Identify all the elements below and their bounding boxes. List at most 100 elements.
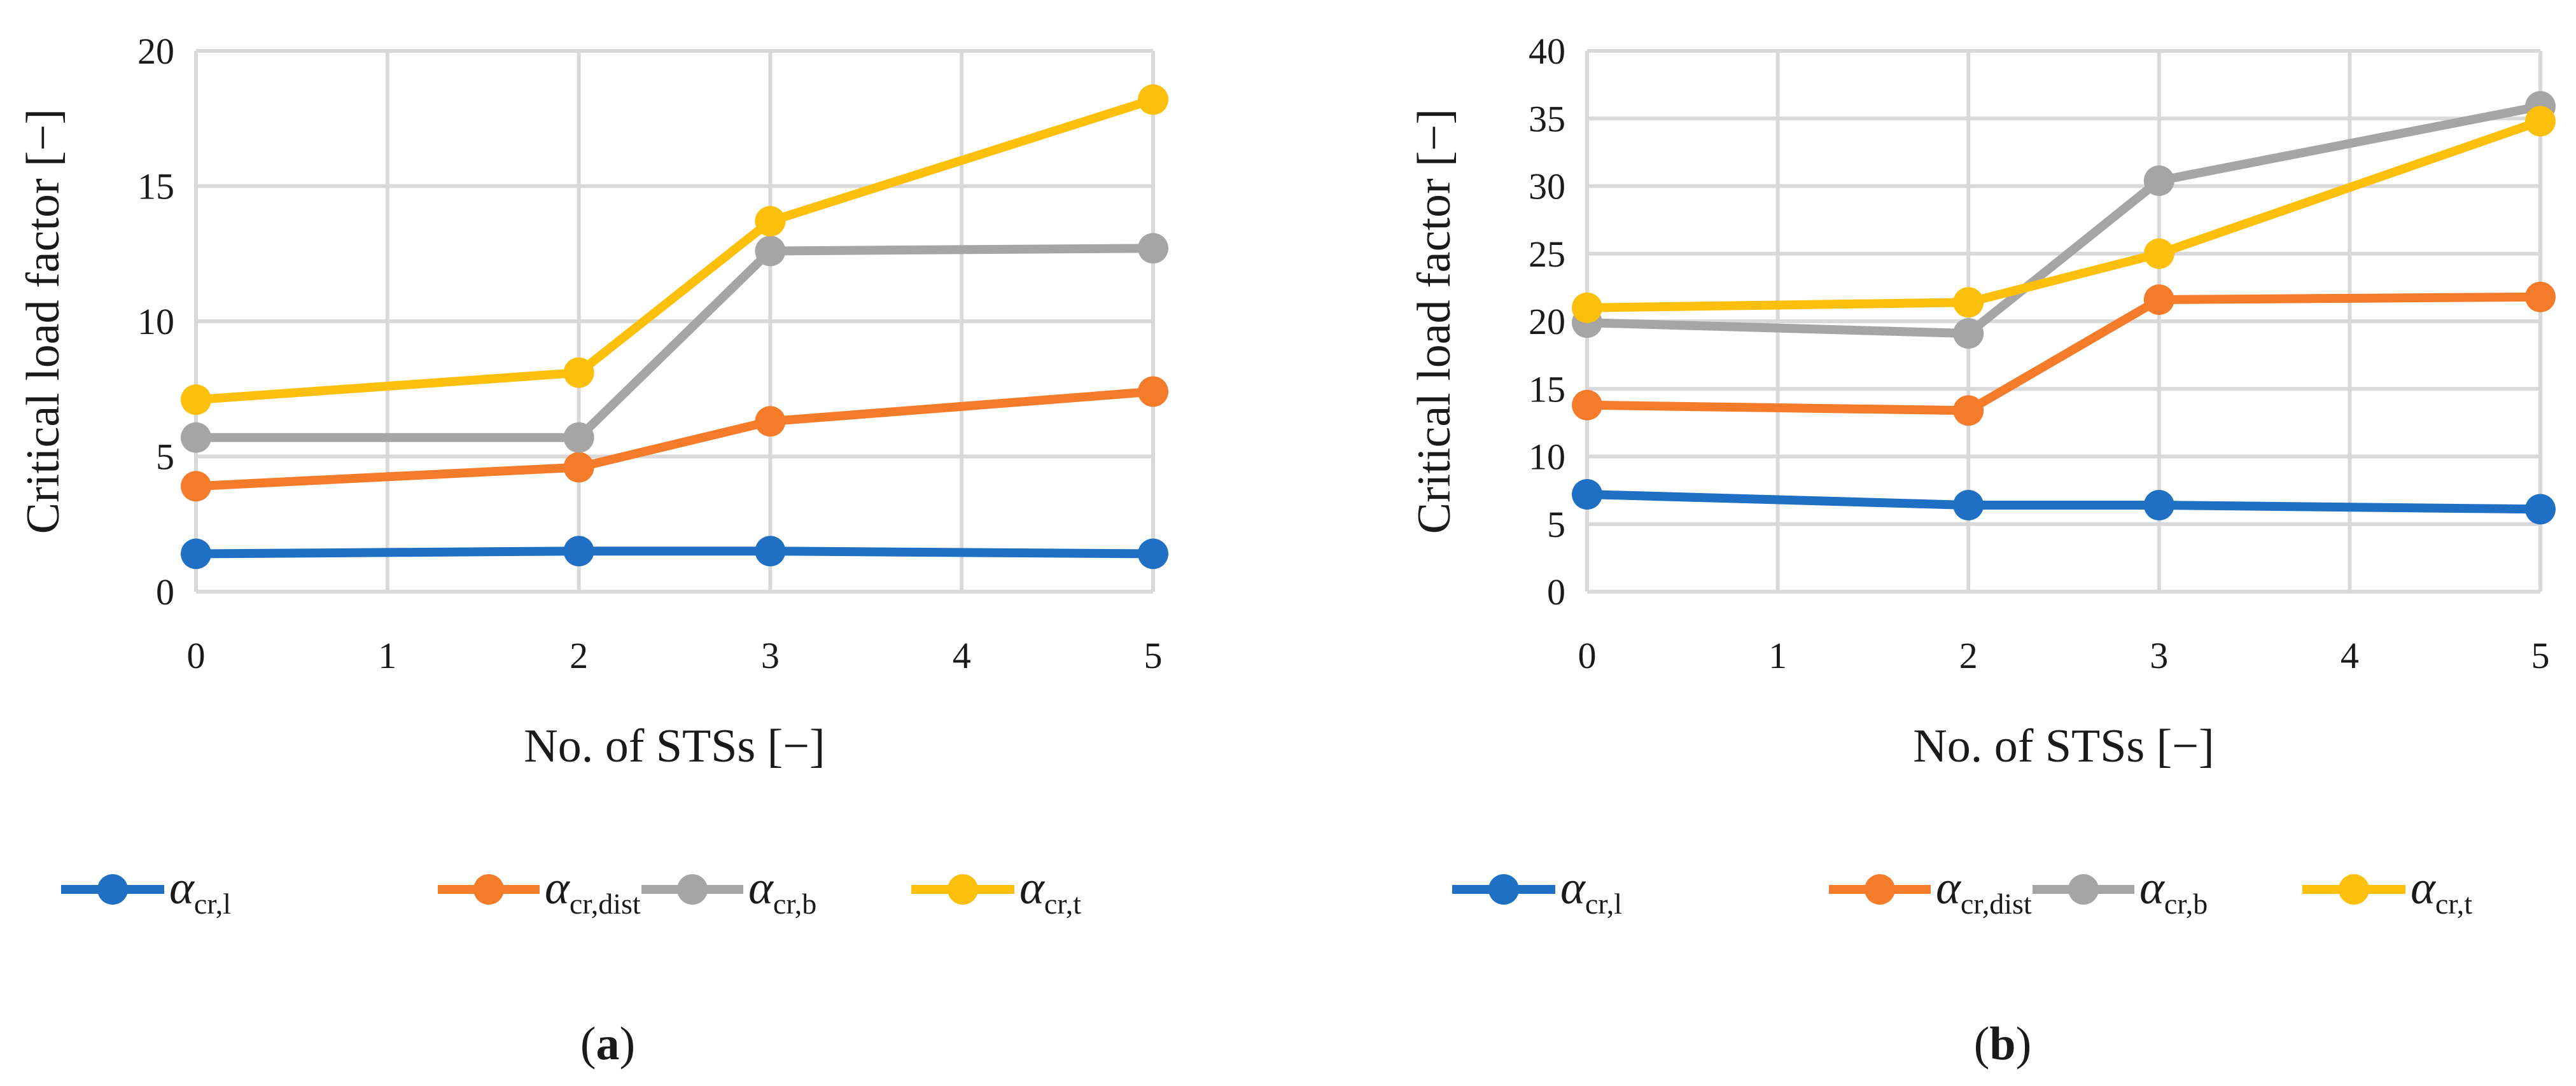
legend-item[interactable]: αcr,t [2302, 862, 2472, 920]
x-tick-label: 2 [570, 635, 588, 676]
legend-swatch-marker [473, 874, 504, 905]
y-axis-title: Critical load factor [−] [1408, 109, 1460, 534]
legend-label: αcr,b [748, 862, 816, 920]
data-point [2525, 106, 2556, 137]
y-tick-label: 30 [1529, 166, 1565, 207]
legend-label: αcr,t [1019, 862, 1081, 920]
panel-label-close: ) [620, 1018, 636, 1070]
legend-swatch-marker [948, 874, 978, 905]
data-point [1953, 490, 1984, 520]
x-tick-label: 1 [378, 635, 396, 676]
legend-swatch-marker [677, 874, 708, 905]
legend-label: αcr,l [169, 862, 231, 920]
legend-label: αcr,t [2411, 862, 2472, 920]
data-point [563, 452, 594, 483]
legend-subscript: cr,l [194, 888, 231, 920]
legend-subscript: cr,b [2164, 888, 2208, 920]
legend-item[interactable]: αcr,b [641, 862, 816, 920]
legend-subscript: cr,dist [570, 888, 641, 920]
y-tick-label: 0 [156, 571, 174, 613]
series-cr-dist [1572, 281, 2556, 426]
legend-swatch-marker [1865, 874, 1895, 905]
legend-subscript: cr,t [1044, 888, 1081, 920]
legend-label: αcr,b [2139, 862, 2208, 920]
legend-swatch-marker [2068, 874, 2099, 905]
legend-item[interactable]: αcr,l [1452, 862, 1622, 920]
data-point [2525, 281, 2556, 312]
data-point [1138, 376, 1168, 407]
y-axis-title: Critical load factor [−] [17, 109, 69, 534]
series-cr-t [1572, 106, 2556, 323]
data-point [1953, 318, 1984, 349]
legend-swatch-marker [1488, 874, 1519, 905]
legend-item[interactable]: αcr,dist [438, 862, 641, 920]
series-line [195, 546, 1154, 559]
gridlines [1585, 49, 2542, 594]
data-point [563, 357, 594, 388]
gridlines [194, 49, 1155, 594]
series-cr-dist [181, 376, 1168, 502]
legend-label: αcr,l [1560, 862, 1622, 920]
data-point [1572, 389, 1602, 421]
series-line [195, 95, 1155, 405]
data-point [2143, 165, 2174, 196]
chart-panel-a: 0 5 10 15 20 0 1 2 3 4 5 Critical load factor [−] No… [17, 31, 1168, 1070]
data-point [563, 422, 594, 453]
legend-subscript: cr,t [2435, 888, 2472, 920]
y-tick-label: 35 [1529, 98, 1565, 139]
x-tick-label: 3 [2150, 635, 2168, 676]
y-tick-label: 5 [156, 436, 174, 478]
data-point [2143, 490, 2174, 520]
data-point [755, 536, 786, 567]
chart-panel-b: 0 5 10 15 20 25 30 35 40 0 1 2 3 4 5 Critical load fact… [1408, 31, 2556, 1070]
legend-item[interactable]: αcr,dist [1829, 862, 2032, 920]
x-axis-title: No. of STSs [−] [524, 720, 825, 772]
legend: αcr,l αcr,dist αcr,b αcr,t [1452, 862, 2472, 920]
series-line [1586, 292, 2541, 415]
legend-subscript: cr,b [773, 888, 816, 920]
legend-label: αcr,dist [1936, 862, 2032, 920]
legend-subscript: cr,l [1585, 888, 1622, 920]
x-tick-label: 4 [2341, 635, 2359, 676]
legend-symbol: α [2139, 862, 2166, 914]
panel-label-letter: a [596, 1018, 620, 1070]
x-tick-label: 3 [761, 635, 780, 676]
data-point [1138, 233, 1168, 264]
legend-item[interactable]: αcr,t [911, 862, 1081, 920]
series-line [1586, 490, 2541, 514]
legend-item[interactable]: αcr,l [61, 862, 231, 920]
data-point [755, 235, 786, 267]
series-line [1586, 102, 2542, 338]
panel-label-letter: b [1989, 1018, 2015, 1070]
legend-swatch-marker [2339, 874, 2369, 905]
legend: αcr,l αcr,dist αcr,b αcr,t [61, 862, 1081, 920]
y-tick-label: 25 [1529, 233, 1565, 275]
x-axis-title: No. of STSs [−] [1913, 720, 2214, 772]
legend-swatch-marker [97, 874, 128, 905]
y-tick-label: 20 [137, 31, 174, 72]
y-tick-label: 0 [1547, 571, 1565, 613]
data-point [1572, 292, 1602, 323]
data-point [181, 538, 211, 569]
data-point [181, 422, 211, 453]
panel-label: (b) [1974, 1018, 2031, 1070]
legend-item[interactable]: αcr,b [2033, 862, 2208, 920]
data-point [563, 536, 594, 567]
data-point [755, 205, 786, 237]
series-cr-t [181, 84, 1168, 415]
data-point [181, 384, 211, 415]
legend-symbol: α [1019, 862, 1046, 914]
panel-label-open: ( [1974, 1018, 1990, 1070]
y-tick-label: 5 [1547, 504, 1565, 545]
y-tick-label: 15 [137, 166, 174, 207]
data-point [1572, 479, 1602, 510]
series-line [1586, 116, 2542, 312]
data-point [181, 471, 211, 502]
legend-symbol: α [169, 862, 195, 914]
data-point [2143, 238, 2174, 269]
x-tick-label: 2 [1959, 635, 1978, 676]
y-tick-label: 15 [1529, 368, 1565, 410]
data-point [1953, 287, 1984, 318]
